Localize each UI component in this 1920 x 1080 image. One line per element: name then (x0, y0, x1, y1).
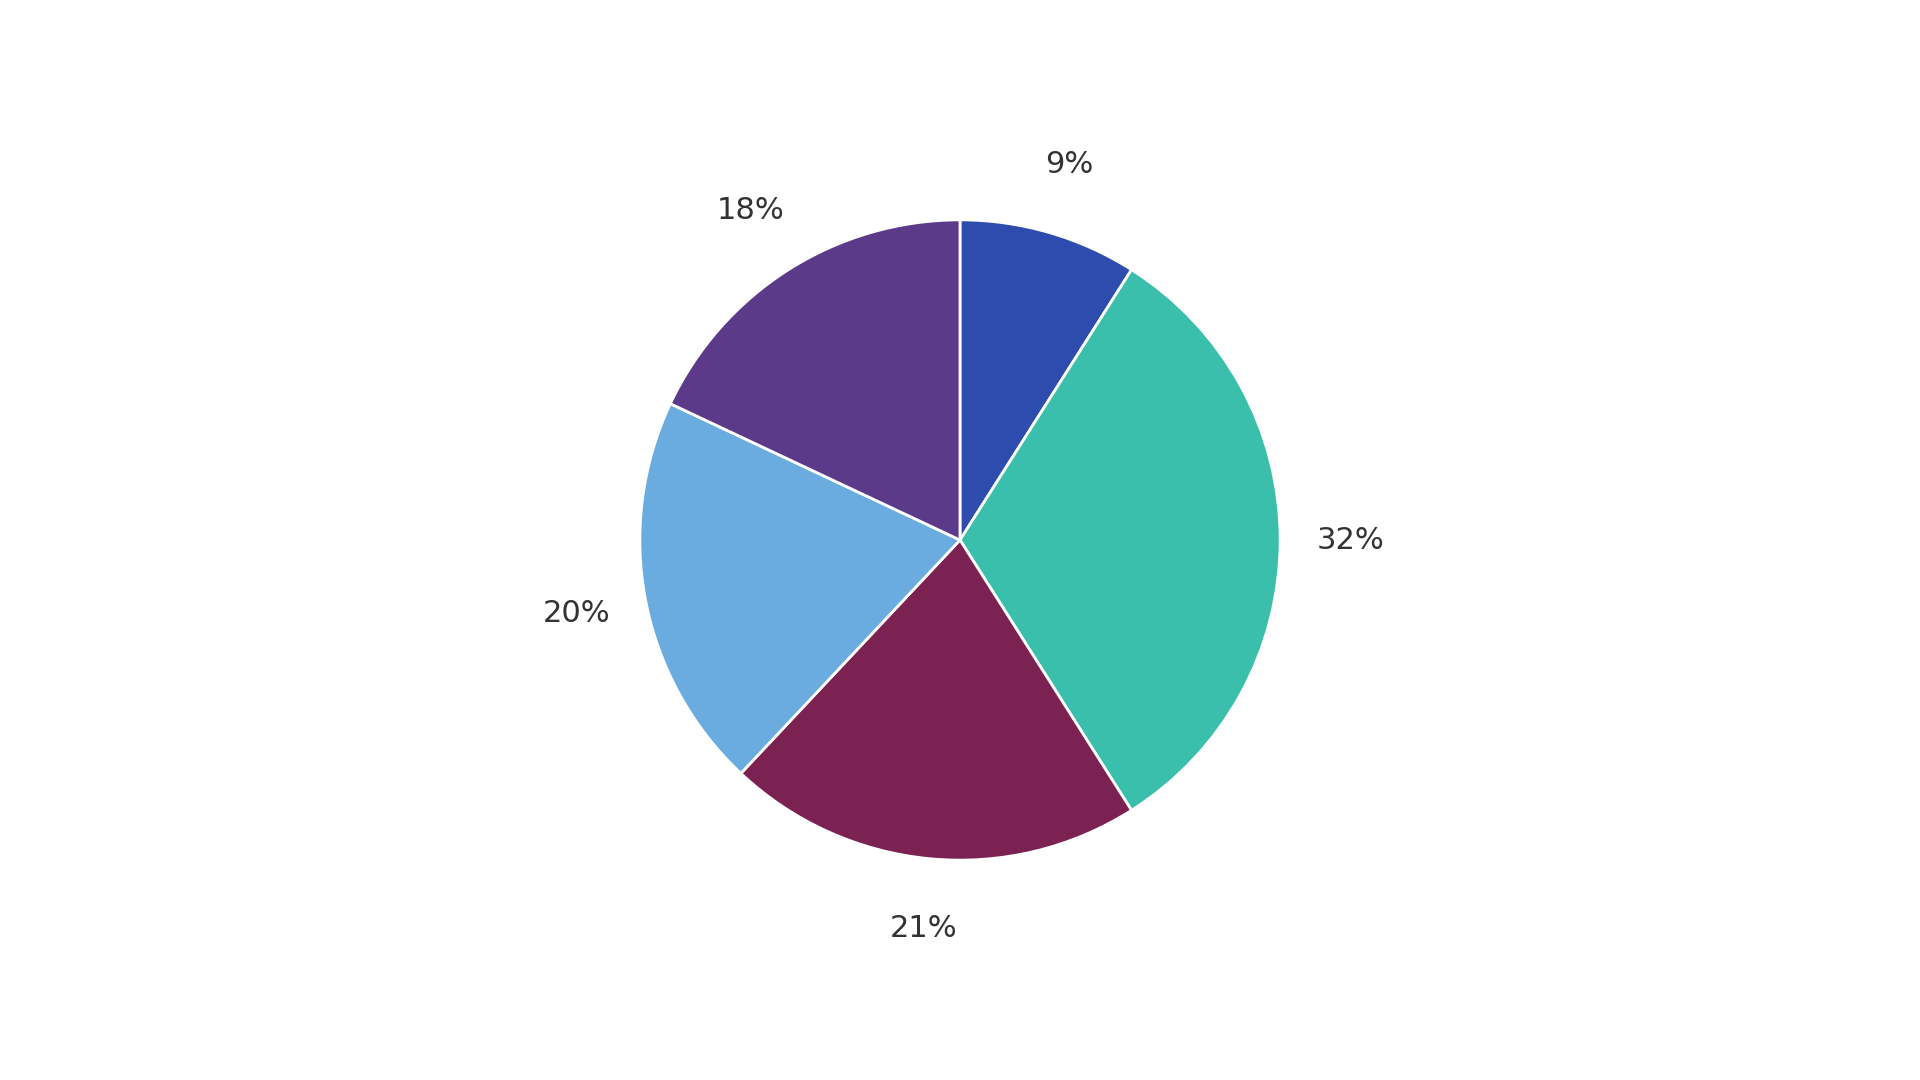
Text: 18%: 18% (716, 195, 785, 225)
Wedge shape (960, 220, 1131, 540)
Wedge shape (639, 404, 960, 773)
Text: 9%: 9% (1044, 150, 1092, 179)
Wedge shape (960, 270, 1281, 810)
Text: 32%: 32% (1317, 526, 1384, 554)
Text: 20%: 20% (543, 598, 611, 627)
Wedge shape (741, 540, 1131, 860)
Text: 21%: 21% (889, 915, 956, 943)
Wedge shape (670, 220, 960, 540)
